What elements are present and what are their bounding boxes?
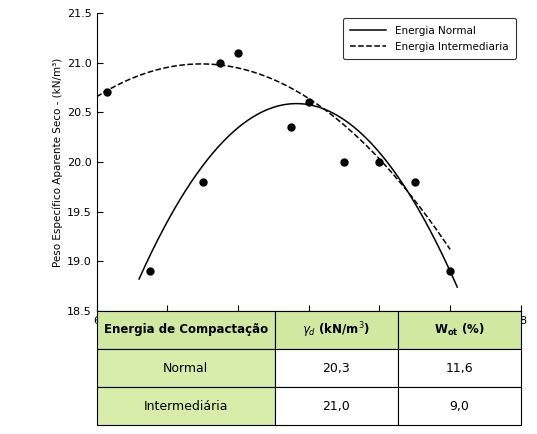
Line: Energia Intermediaria: Energia Intermediaria	[97, 64, 450, 250]
Energia Intermediaria	[305, 95, 311, 101]
Bar	[97, 387, 275, 425]
Bar	[275, 311, 398, 349]
Energia Normal	[332, 112, 338, 117]
Energia Intermediaria	[311, 99, 317, 105]
Energia Intermediaria	[95, 93, 101, 99]
Bar	[275, 387, 398, 425]
Text: 21,0: 21,0	[323, 400, 350, 413]
Line: Energia Normal: Energia Normal	[139, 104, 457, 287]
Energia Intermediaria	[93, 94, 100, 99]
Y-axis label: Peso Específico Aparente Seco - (kN/m³): Peso Específico Aparente Seco - (kN/m³)	[53, 57, 63, 266]
Energia Normal	[325, 108, 332, 114]
Energia Intermediaria	[393, 174, 399, 180]
Text: 9,0: 9,0	[449, 400, 469, 413]
Energia Normal	[326, 109, 333, 114]
Bar	[97, 349, 275, 387]
Text: 20,3: 20,3	[323, 362, 350, 375]
Text: W$_{\mathregular{ot}}$ (%): W$_{\mathregular{ot}}$ (%)	[434, 322, 485, 338]
Energia Intermediaria	[447, 247, 453, 252]
Energia Normal	[425, 225, 432, 230]
Bar	[398, 311, 521, 349]
Energia Normal	[293, 101, 300, 106]
Energia Normal	[137, 274, 143, 279]
Bar	[398, 349, 521, 387]
Legend: Energia Normal, Energia Intermediaria: Energia Normal, Energia Intermediaria	[343, 18, 516, 59]
Energia Intermediaria	[415, 202, 422, 207]
Energia Normal	[136, 276, 142, 282]
Bar	[97, 311, 275, 349]
Energia Normal	[454, 285, 460, 290]
Text: Intermediária: Intermediária	[143, 400, 228, 413]
X-axis label: Teor de Umidade (%): Teor de Umidade (%)	[243, 331, 375, 344]
Energia Intermediaria	[304, 95, 310, 100]
Energia Normal	[405, 190, 411, 195]
Bar	[275, 349, 398, 387]
Text: Energia de Compactação: Energia de Compactação	[104, 323, 268, 336]
Bar	[398, 387, 521, 425]
Text: Normal: Normal	[163, 362, 208, 375]
Energia Intermediaria	[199, 61, 205, 66]
Text: 11,6: 11,6	[446, 362, 473, 375]
Text: $\gamma_d$ (kN/m$^3$): $\gamma_d$ (kN/m$^3$)	[302, 320, 371, 340]
